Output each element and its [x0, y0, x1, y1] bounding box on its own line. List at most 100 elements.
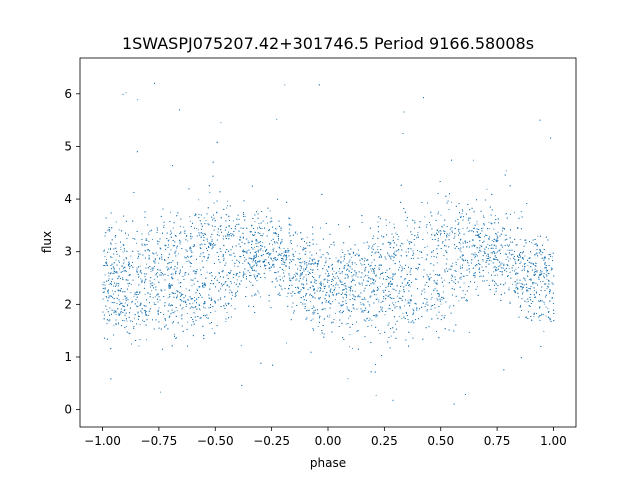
data-point	[431, 256, 432, 258]
data-point	[225, 321, 227, 322]
data-point	[395, 302, 397, 304]
data-point	[122, 251, 124, 253]
data-point	[347, 264, 349, 266]
data-point	[488, 228, 490, 230]
data-point	[284, 254, 286, 256]
data-point	[119, 262, 120, 263]
data-point	[395, 323, 396, 325]
data-point	[353, 253, 354, 254]
data-point	[130, 292, 132, 294]
data-point	[355, 275, 357, 277]
data-point	[307, 244, 309, 246]
data-point	[254, 293, 256, 295]
data-point	[360, 304, 362, 306]
data-point	[427, 232, 428, 234]
data-point	[119, 301, 121, 303]
data-point	[323, 319, 325, 320]
data-point	[484, 236, 486, 238]
data-point	[257, 242, 259, 244]
data-point	[378, 256, 380, 258]
data-point	[508, 267, 510, 269]
data-point	[125, 258, 127, 260]
data-point	[142, 319, 143, 321]
data-point	[153, 283, 155, 285]
data-point	[462, 228, 464, 230]
data-point	[491, 280, 493, 282]
data-point	[394, 251, 395, 253]
data-point	[261, 235, 263, 237]
data-point	[417, 269, 419, 271]
data-point	[528, 270, 530, 272]
data-point	[230, 305, 232, 307]
data-point	[209, 192, 211, 194]
data-point	[126, 299, 127, 301]
data-point	[189, 220, 191, 222]
data-point	[385, 225, 387, 226]
data-point	[461, 254, 463, 256]
data-point	[531, 242, 533, 244]
data-point	[493, 244, 495, 246]
data-point	[178, 282, 180, 284]
data-point	[455, 263, 457, 265]
data-point	[386, 278, 388, 280]
data-point	[459, 277, 461, 279]
data-point	[504, 234, 506, 236]
data-point	[349, 290, 351, 292]
data-point	[388, 221, 390, 223]
data-point	[341, 249, 343, 251]
data-point	[168, 304, 170, 306]
data-point	[493, 228, 495, 230]
data-point	[152, 239, 153, 241]
data-point	[547, 272, 549, 274]
data-point	[147, 232, 149, 234]
data-point	[139, 323, 141, 325]
data-point	[409, 302, 411, 304]
data-point	[509, 241, 511, 243]
data-point	[125, 92, 127, 94]
data-point	[317, 325, 319, 327]
data-point	[189, 216, 191, 218]
data-point	[415, 267, 417, 269]
data-point	[468, 332, 470, 333]
data-point	[370, 268, 372, 270]
data-point	[289, 223, 291, 225]
data-point	[258, 292, 260, 294]
data-point	[545, 315, 547, 317]
data-point	[488, 221, 490, 223]
data-point	[253, 246, 255, 248]
data-point	[440, 303, 442, 305]
data-point	[300, 297, 302, 299]
data-point	[131, 301, 133, 303]
data-point	[126, 304, 128, 306]
data-point	[118, 294, 119, 296]
data-point	[511, 283, 513, 285]
data-point	[120, 246, 122, 248]
data-point	[257, 246, 259, 247]
data-point	[529, 288, 531, 289]
data-point	[503, 267, 504, 269]
data-point	[151, 290, 153, 292]
data-point	[545, 283, 547, 285]
data-point	[203, 217, 205, 219]
data-point	[390, 335, 392, 337]
data-point	[306, 236, 308, 238]
data-point	[185, 257, 187, 259]
data-point	[226, 311, 228, 313]
data-point	[247, 240, 249, 242]
data-point	[244, 215, 246, 217]
data-point	[113, 324, 115, 326]
data-point	[357, 249, 359, 251]
data-point	[276, 241, 277, 243]
data-point	[496, 233, 498, 235]
data-point	[340, 312, 342, 314]
data-point	[286, 342, 288, 344]
data-point	[245, 238, 247, 240]
data-point	[252, 234, 254, 236]
data-point	[275, 228, 276, 229]
data-point	[174, 338, 176, 339]
data-point	[318, 260, 320, 262]
data-point	[338, 287, 340, 289]
data-point	[493, 266, 495, 268]
data-point	[121, 271, 123, 273]
